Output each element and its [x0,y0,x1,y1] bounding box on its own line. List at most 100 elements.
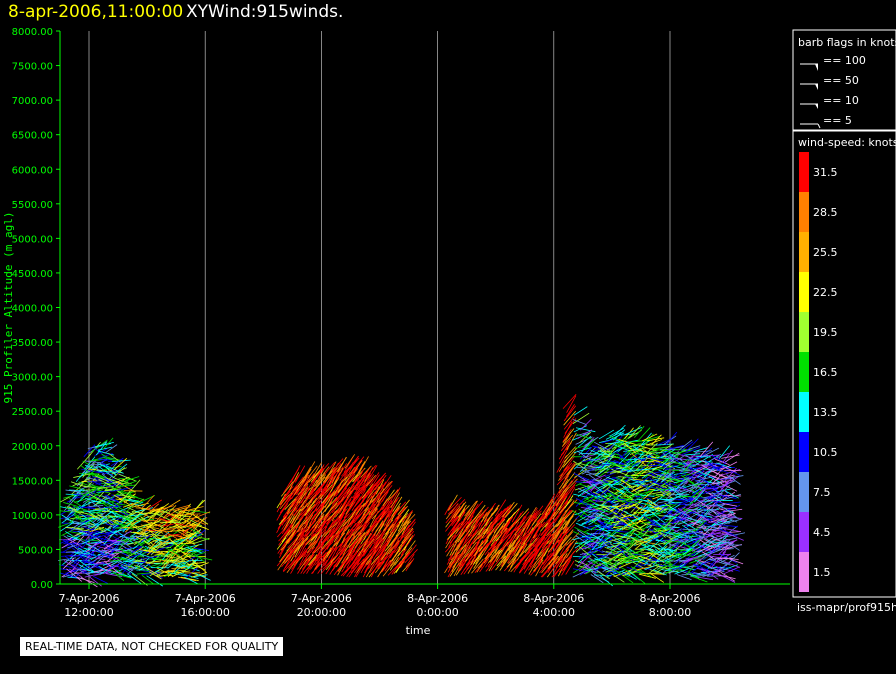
wind-barb [101,482,120,485]
wind-barb [159,525,179,532]
wind-barb [341,522,350,535]
wind-barb [559,553,568,568]
wind-barb [336,473,349,489]
wind-barb [609,436,623,449]
wind-barb [402,514,412,531]
wind-barb [636,507,656,514]
wind-barb [339,469,349,481]
wind-barb [609,502,625,512]
wind-barb [625,454,638,464]
wind-barb [194,572,211,581]
wind-barb [614,499,630,503]
wind-barb [177,533,194,541]
wind-barb [100,541,116,546]
wind-barb [360,465,372,478]
wind-barb [697,576,714,581]
wind-barb [722,515,738,523]
wind-barb [678,439,693,451]
wind-barb [690,490,704,502]
wind-barb [335,518,347,535]
wind-barb [128,537,147,541]
wind-barb [716,462,732,469]
wind-barb [573,458,586,470]
wind-barb [110,457,124,467]
wind-barb [688,529,707,536]
wind-barb [663,523,679,529]
wind-barb [372,483,384,495]
wind-barb [95,441,108,456]
wind-barb [369,559,379,574]
wind-barb [483,548,495,564]
wind-barb [649,556,669,565]
wind-barb [191,518,206,526]
wind-barb [696,526,716,532]
wind-barb [613,505,629,515]
wind-barb [281,530,291,543]
wind-barb [356,516,367,532]
wind-barb [186,544,200,553]
wind-barb [658,477,674,483]
wind-barb [378,540,390,557]
wind-barb [377,509,391,524]
wind-barb [391,487,401,505]
wind-barb [59,537,74,545]
wind-barb [394,506,407,520]
wind-barb [333,555,344,567]
wind-barb [390,492,400,509]
wind-barb [449,531,461,544]
wind-barb [366,509,379,524]
wind-barb [604,470,621,473]
wind-barb [109,486,124,494]
wind-barb [335,525,347,539]
wind-barb [647,457,665,462]
wind-barb [555,554,567,569]
wind-barb [721,454,740,459]
wind-barb [446,551,455,565]
wind-barb [683,521,698,526]
wind-barb [125,514,145,521]
wind-barb [327,500,340,517]
wind-barb [651,533,667,541]
wind-barb [473,519,484,536]
speed-label: 31.5 [813,166,838,179]
wind-barb [715,548,734,551]
wind-barb [628,500,643,509]
wind-barb [662,453,676,463]
wind-barb [379,532,390,549]
wind-barb [611,539,628,546]
wind-barb [609,534,627,545]
wind-barb [492,510,503,526]
wind-barb [521,526,532,541]
wind-barb [468,529,477,545]
wind-barb [150,538,165,547]
wind-barb [349,457,360,470]
wind-barb [147,541,162,556]
wind-barb [697,510,709,524]
wind-barb [722,465,737,473]
wind-barb [672,533,686,542]
wind-barb [563,405,577,422]
wind-barb [155,531,170,544]
wind-barb [540,537,551,553]
wind-barb [652,462,671,471]
wind-barb [322,469,334,483]
wind-barb [611,568,630,578]
wind-barb [661,475,677,487]
wind-barb [689,476,706,490]
wind-barb [93,456,108,461]
wind-barb [687,471,705,479]
wind-barb [466,557,478,570]
wind-barb [451,521,463,535]
wind-barb [296,519,307,533]
wind-barb [405,553,415,568]
wind-barb [319,466,330,479]
wind-barb [83,552,95,565]
wind-barb [160,569,176,573]
wind-barb [348,539,358,553]
wind-barb [572,460,588,471]
wind-barb [169,536,185,549]
wind-barb [649,537,664,550]
wind-barb [97,450,115,456]
wind-barb [582,477,599,491]
wind-barb [286,547,297,561]
